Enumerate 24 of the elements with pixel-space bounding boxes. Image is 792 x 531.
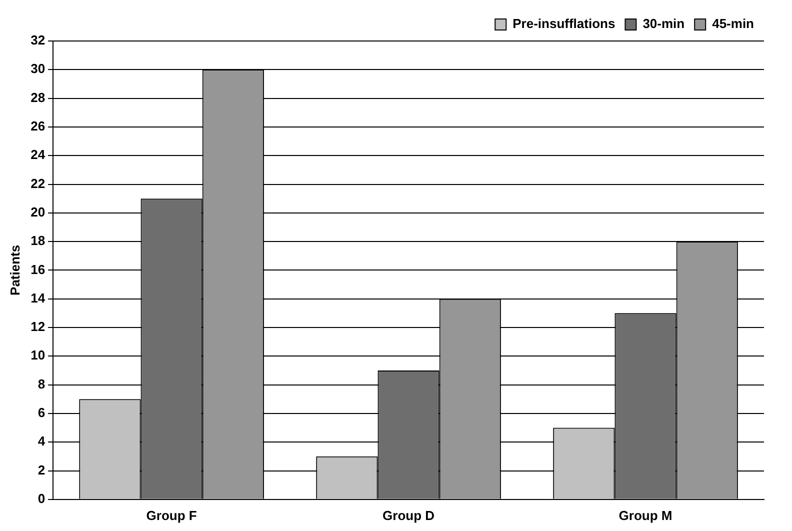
- x-tick-label: Group F: [146, 508, 197, 523]
- y-tick-label: 12: [30, 319, 46, 334]
- y-tick-label: 10: [30, 348, 46, 363]
- y-tick-label: 14: [30, 290, 46, 306]
- legend-label: Pre-insufflations: [512, 16, 616, 32]
- y-tick-label: 32: [30, 32, 46, 48]
- legend-label: 45-min: [712, 16, 754, 32]
- y-tick-label: 2: [38, 462, 46, 478]
- y-tick-label: 0: [38, 490, 46, 506]
- y-tick-label: 30: [30, 61, 46, 76]
- y-tick-label: 24: [30, 147, 46, 162]
- legend-label: 30-min: [642, 16, 685, 32]
- y-tick-label: 28: [30, 90, 46, 105]
- y-tick-label: 16: [30, 262, 46, 277]
- y-tick-label: 26: [30, 118, 46, 134]
- y-tick-label: 4: [38, 434, 46, 449]
- x-tick-label: Group D: [382, 508, 435, 523]
- y-tick-label: 6: [38, 405, 46, 420]
- y-tick-label: 18: [30, 233, 46, 248]
- y-tick-label: 8: [38, 376, 46, 392]
- y-tick-label: 20: [30, 204, 46, 220]
- x-tick-label: Group M: [618, 508, 672, 523]
- y-tick-label: 22: [30, 176, 46, 191]
- y-axis-title: Patients: [7, 244, 22, 296]
